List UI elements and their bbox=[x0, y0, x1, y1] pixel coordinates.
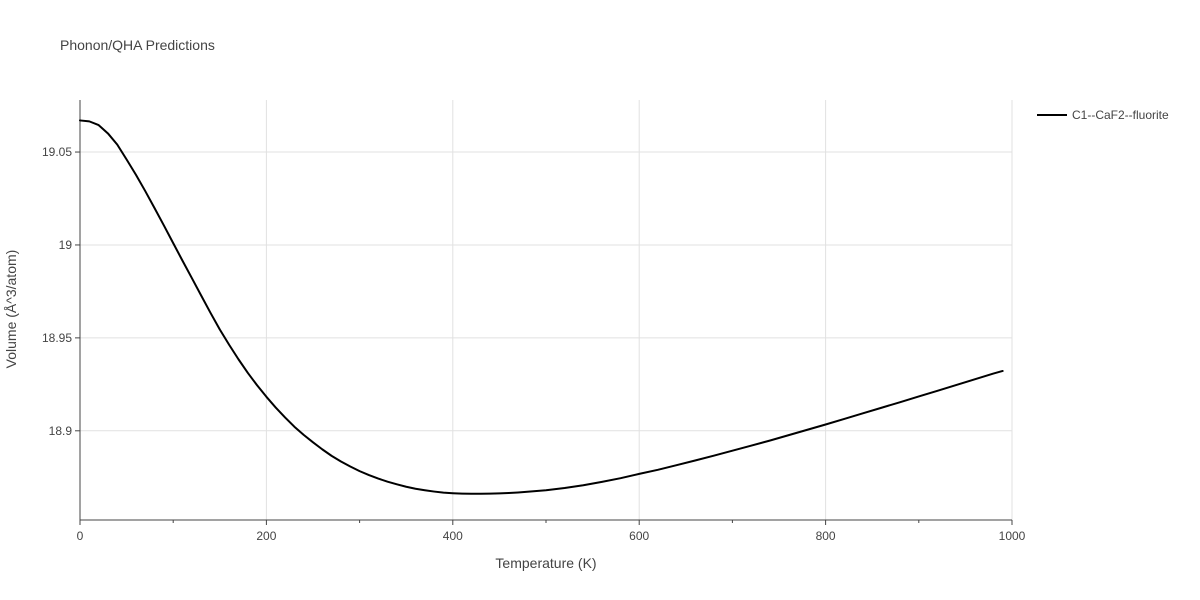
y-tick-label: 19 bbox=[59, 238, 73, 252]
series-layer bbox=[79, 119, 1004, 495]
x-axis-ticks: 0 200 400 600 800 1000 bbox=[77, 520, 1026, 543]
x-tick-label: 200 bbox=[256, 529, 276, 543]
y-axis-label: Volume (Å^3/atom) bbox=[3, 250, 19, 369]
axes bbox=[79, 100, 1012, 521]
chart-title: Phonon/QHA Predictions bbox=[60, 37, 215, 53]
grid-lines bbox=[80, 100, 1013, 520]
x-axis-label: Temperature (K) bbox=[495, 555, 596, 571]
x-tick-label: 600 bbox=[629, 529, 649, 543]
y-axis-ticks: 18.9 18.95 19 19.05 bbox=[42, 145, 80, 438]
y-tick-label: 18.95 bbox=[42, 331, 72, 345]
x-tick-label: 0 bbox=[77, 529, 84, 543]
series-line bbox=[79, 119, 1004, 495]
x-tick-label: 400 bbox=[443, 529, 463, 543]
x-tick-label: 1000 bbox=[999, 529, 1026, 543]
legend-entry-label: C1--CaF2--fluorite bbox=[1072, 108, 1169, 122]
x-tick-label: 800 bbox=[816, 529, 836, 543]
legend[interactable]: C1--CaF2--fluorite bbox=[1037, 108, 1169, 122]
y-tick-label: 19.05 bbox=[42, 145, 72, 159]
y-tick-label: 18.9 bbox=[49, 424, 73, 438]
